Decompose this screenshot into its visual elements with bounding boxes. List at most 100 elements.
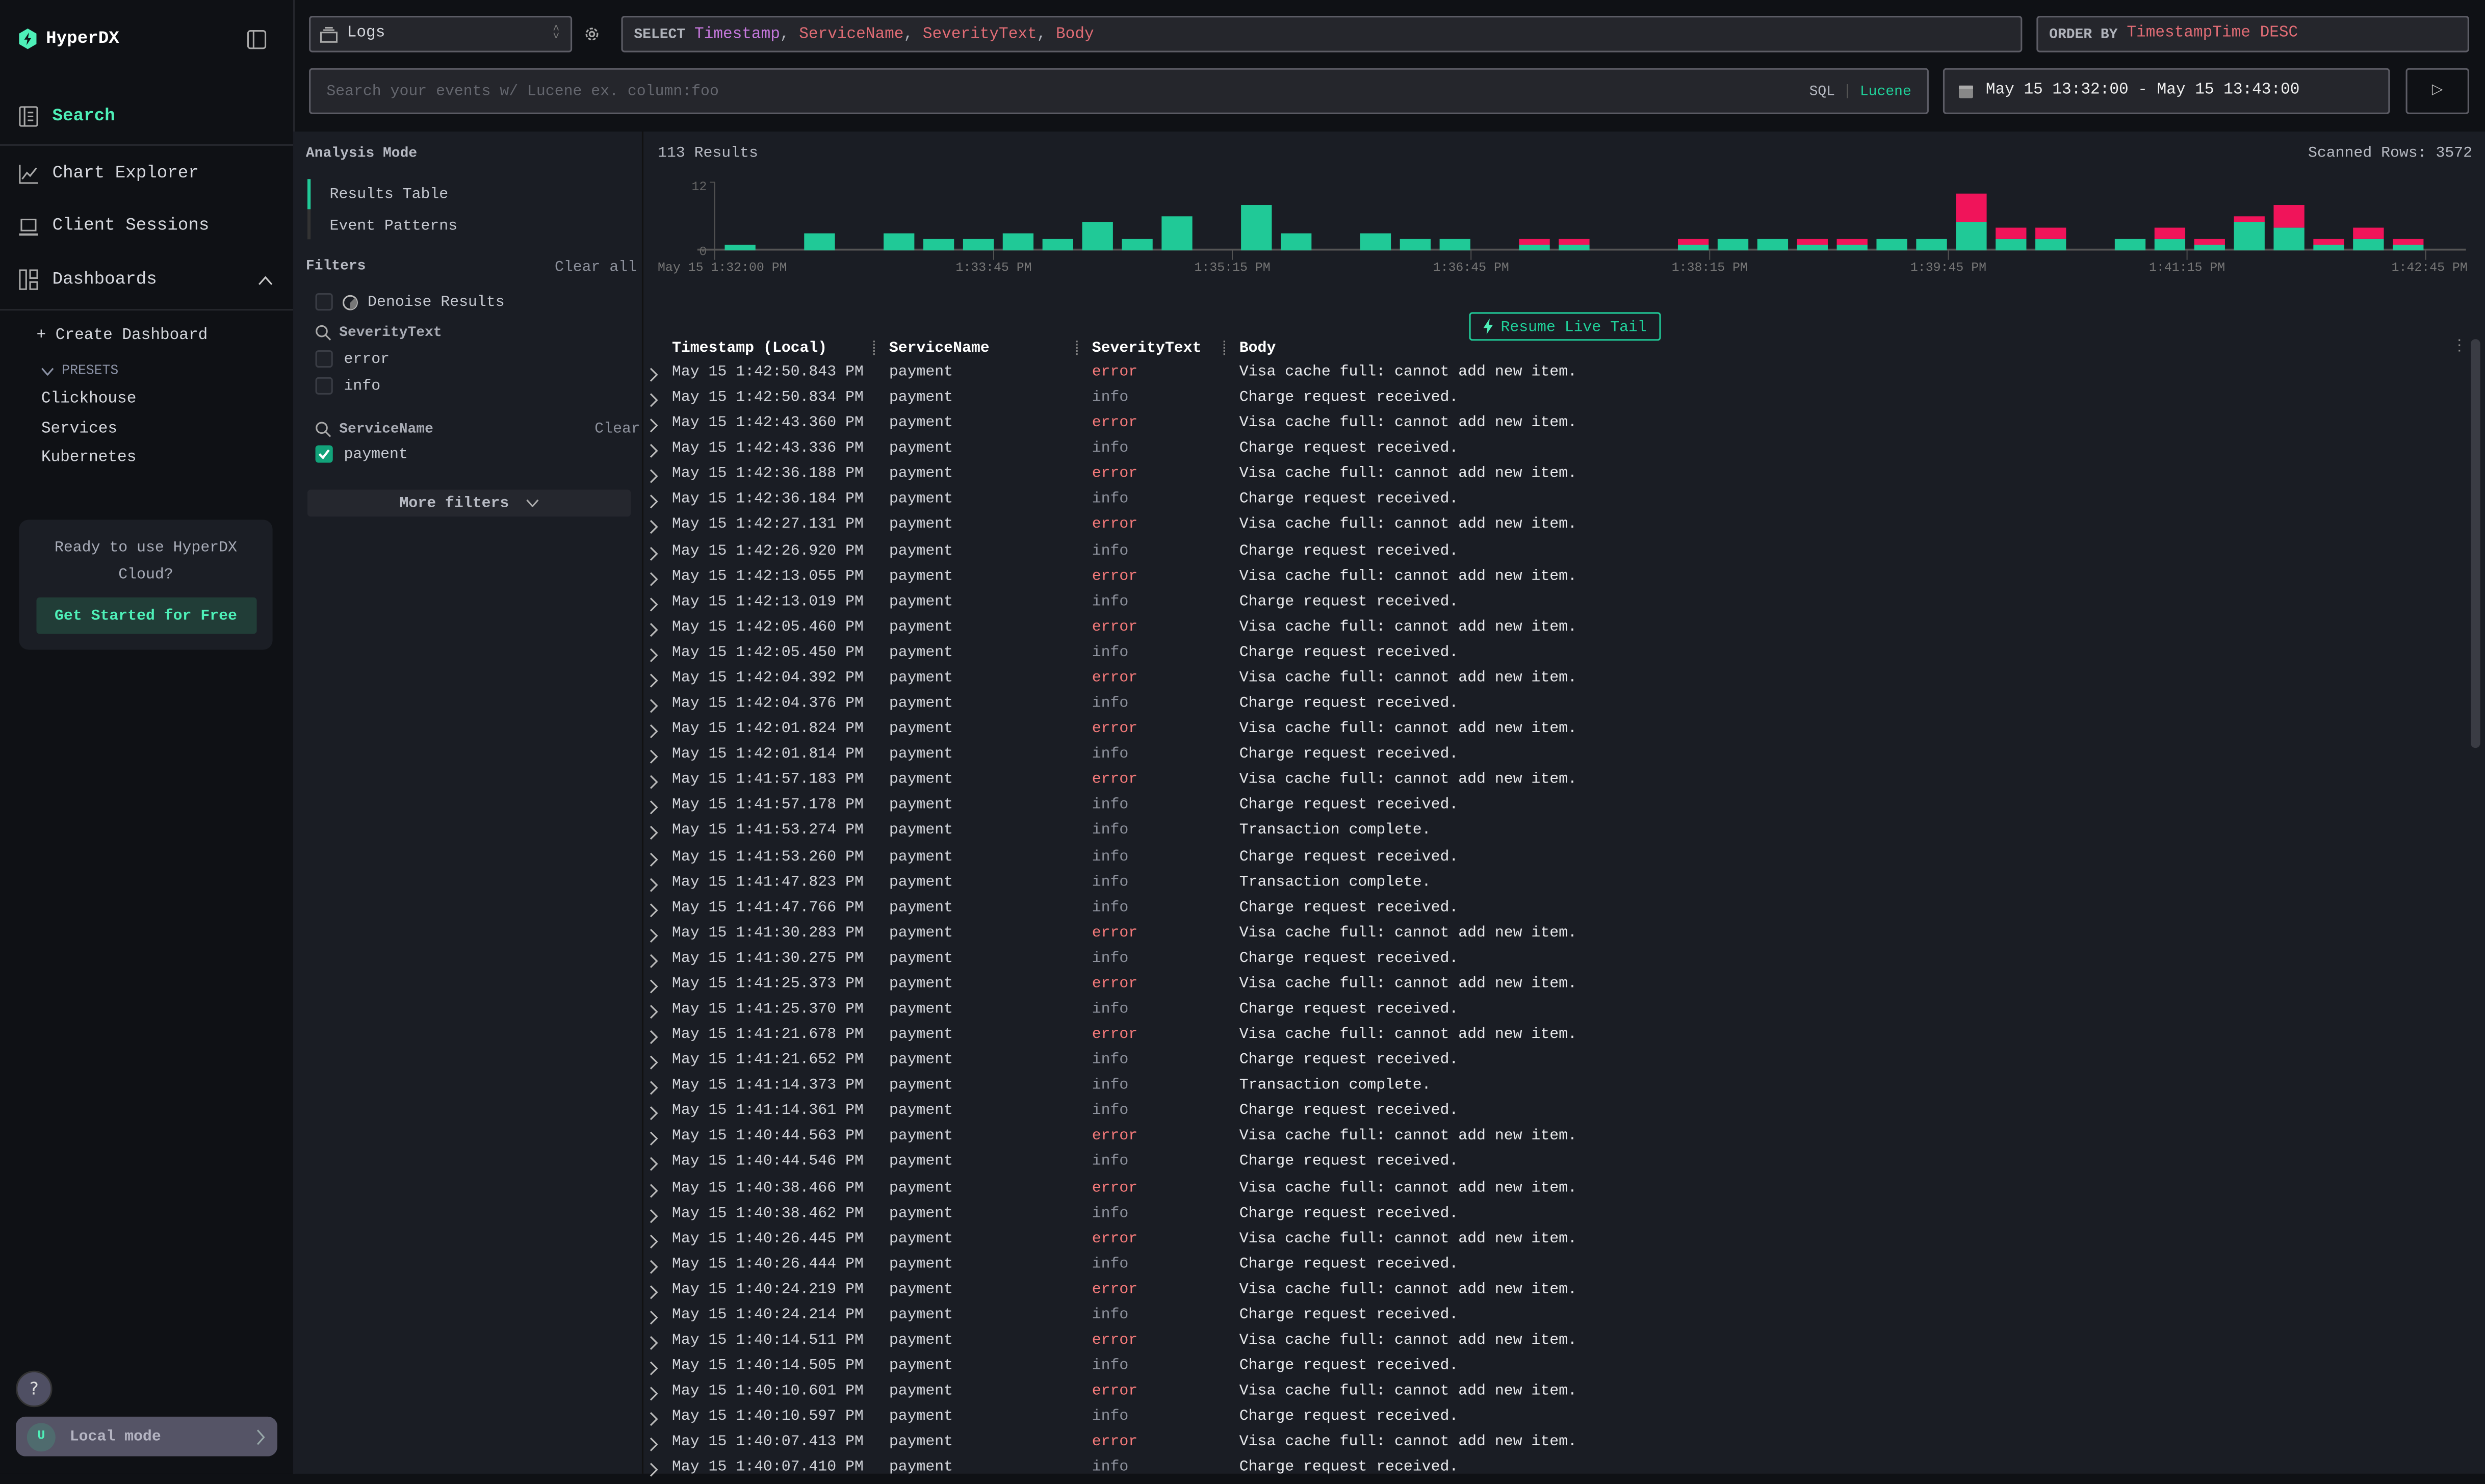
logo[interactable]: HyperDX [19, 28, 119, 49]
table-row[interactable]: May 15 1:40:44.546 PM payment info Charg… [645, 1153, 2468, 1178]
resume-live-tail-button[interactable]: Resume Live Tail [1469, 312, 1661, 341]
table-row[interactable]: May 15 1:42:36.188 PM payment error Visa… [645, 465, 2468, 490]
table-row[interactable]: May 15 1:42:27.131 PM payment error Visa… [645, 516, 2468, 541]
chevron-right-icon[interactable] [650, 699, 658, 713]
table-row[interactable]: May 15 1:40:24.219 PM payment error Visa… [645, 1280, 2468, 1306]
table-row[interactable]: May 15 1:41:21.678 PM payment error Visa… [645, 1025, 2468, 1051]
chevron-right-icon[interactable] [650, 954, 658, 968]
chevron-right-icon[interactable] [650, 1310, 658, 1325]
table-row[interactable]: May 15 1:40:07.413 PM payment error Visa… [645, 1433, 2468, 1459]
filter-group-clear[interactable]: Clear [594, 420, 640, 437]
sidebar-item-client-sessions[interactable]: Client Sessions [19, 217, 209, 236]
chevron-right-icon[interactable] [650, 801, 658, 815]
preset-clickhouse[interactable]: Clickhouse [41, 391, 137, 409]
chevron-right-icon[interactable] [650, 877, 658, 892]
sidebar-item-chart-explorer[interactable]: Chart Explorer [19, 165, 199, 184]
chevron-right-icon[interactable] [650, 1260, 658, 1274]
table-row[interactable]: May 15 1:40:26.444 PM payment info Charg… [645, 1255, 2468, 1280]
histogram-chart[interactable]: 12 0 May 15 1:32:00 PM 1:33:45 PM 1:35:15 PM… [0, 0, 2485, 285]
chevron-up-icon[interactable] [258, 275, 273, 284]
run-query-button[interactable]: ▷ [2405, 68, 2469, 114]
chevron-right-icon[interactable] [650, 852, 658, 866]
chevron-right-icon[interactable] [650, 750, 658, 764]
table-row[interactable]: May 15 1:41:47.766 PM payment info Charg… [645, 898, 2468, 923]
get-started-button[interactable]: Get Started for Free [35, 597, 256, 634]
table-row[interactable]: May 15 1:42:13.055 PM payment error Visa… [645, 567, 2468, 592]
chevron-right-icon[interactable] [650, 1030, 658, 1045]
column-resize-handle[interactable] [1223, 341, 1227, 355]
preset-kubernetes[interactable]: Kubernetes [41, 450, 137, 467]
table-row[interactable]: May 15 1:41:53.274 PM payment info Trans… [645, 822, 2468, 847]
table-row[interactable]: May 15 1:41:57.183 PM payment error Visa… [645, 771, 2468, 796]
table-row[interactable]: May 15 1:41:21.652 PM payment info Charg… [645, 1051, 2468, 1076]
chevron-right-icon[interactable] [650, 546, 658, 560]
table-row[interactable]: May 15 1:42:50.834 PM payment info Charg… [645, 388, 2468, 414]
chevron-right-icon[interactable] [650, 1438, 658, 1452]
table-row[interactable]: May 15 1:40:10.601 PM payment error Visa… [645, 1382, 2468, 1408]
table-row[interactable]: May 15 1:42:26.920 PM payment info Charg… [645, 541, 2468, 567]
denoise-checkbox[interactable] [315, 293, 333, 311]
table-row[interactable]: May 15 1:42:36.184 PM payment info Charg… [645, 490, 2468, 516]
chevron-right-icon[interactable] [650, 1412, 658, 1426]
chevron-right-icon[interactable] [650, 571, 658, 586]
table-row[interactable]: May 15 1:41:47.823 PM payment info Trans… [645, 872, 2468, 898]
chevron-right-icon[interactable] [650, 1081, 658, 1096]
table-row[interactable]: May 15 1:41:14.373 PM payment info Trans… [645, 1076, 2468, 1102]
chevron-right-icon[interactable] [650, 470, 658, 484]
sidebar-toggle-icon[interactable] [247, 30, 267, 49]
filter-checkbox[interactable] [315, 377, 333, 395]
table-row[interactable]: May 15 1:40:38.462 PM payment info Charg… [645, 1204, 2468, 1229]
column-resize-handle[interactable] [873, 341, 876, 355]
chevron-right-icon[interactable] [650, 903, 658, 917]
filter-option[interactable]: info [315, 377, 380, 395]
table-options-icon[interactable]: ⋮ [2451, 337, 2467, 355]
order-by-input[interactable]: ORDER BY TimestampTime DESC [2036, 16, 2469, 53]
table-row[interactable]: May 15 1:40:24.214 PM payment info Charg… [645, 1306, 2468, 1331]
chevron-right-icon[interactable] [650, 1387, 658, 1401]
table-row[interactable]: May 15 1:41:25.373 PM payment error Visa… [645, 974, 2468, 1000]
preset-services[interactable]: Services [41, 421, 118, 439]
table-row[interactable]: May 15 1:42:43.360 PM payment error Visa… [645, 414, 2468, 439]
lang-sql-toggle[interactable]: SQL [1809, 83, 1835, 99]
column-header-severitytext[interactable]: SeverityText [1092, 339, 1202, 357]
table-row[interactable]: May 15 1:42:13.019 PM payment info Charg… [645, 592, 2468, 618]
user-mode-button[interactable]: U Local mode [16, 1416, 277, 1456]
filter-checkbox[interactable] [315, 350, 333, 368]
table-row[interactable]: May 15 1:41:30.283 PM payment error Visa… [645, 923, 2468, 949]
mode-event-patterns[interactable]: Event Patterns [329, 217, 458, 235]
filter-option[interactable]: payment [315, 445, 408, 463]
table-row[interactable]: May 15 1:42:50.843 PM payment error Visa… [645, 363, 2468, 388]
chevron-right-icon[interactable] [650, 1234, 658, 1248]
table-row[interactable]: May 15 1:42:01.814 PM payment info Charg… [645, 745, 2468, 771]
table-row[interactable]: May 15 1:42:04.392 PM payment error Visa… [645, 669, 2468, 694]
help-button[interactable]: ? [16, 1370, 53, 1408]
table-row[interactable]: May 15 1:40:14.505 PM payment info Charg… [645, 1357, 2468, 1382]
chevron-right-icon[interactable] [650, 444, 658, 458]
table-row[interactable]: May 15 1:40:38.466 PM payment error Visa… [645, 1178, 2468, 1204]
table-row[interactable]: May 15 1:41:14.361 PM payment info Charg… [645, 1102, 2468, 1127]
chevron-right-icon[interactable] [650, 368, 658, 382]
chevron-right-icon[interactable] [650, 1463, 658, 1477]
chevron-right-icon[interactable] [650, 1005, 658, 1019]
chevron-right-icon[interactable] [650, 597, 658, 611]
time-range-picker[interactable]: May 15 13:32:00 - May 15 13:43:00 [1943, 68, 2390, 114]
chevron-right-icon[interactable] [650, 775, 658, 790]
table-row[interactable]: May 15 1:42:05.450 PM payment info Charg… [645, 643, 2468, 669]
select-input[interactable]: SELECT Timestamp, ServiceName, SeverityT… [621, 16, 2023, 53]
chevron-right-icon[interactable] [650, 419, 658, 433]
table-row[interactable]: May 15 1:41:53.260 PM payment info Charg… [645, 847, 2468, 872]
column-header-timestamp[interactable]: Timestamp (Local) [671, 339, 827, 357]
clear-all-button[interactable]: Clear all [554, 258, 637, 276]
table-row[interactable]: May 15 1:40:07.410 PM payment info Charg… [645, 1459, 2468, 1484]
table-row[interactable]: May 15 1:40:14.511 PM payment error Visa… [645, 1331, 2468, 1357]
chevron-right-icon[interactable] [650, 979, 658, 994]
chevron-right-icon[interactable] [650, 673, 658, 688]
table-row[interactable]: May 15 1:40:26.445 PM payment error Visa… [645, 1229, 2468, 1255]
table-row[interactable]: May 15 1:41:25.370 PM payment info Charg… [645, 1000, 2468, 1025]
lang-lucene-toggle[interactable]: Lucene [1859, 83, 1911, 99]
more-filters-button[interactable]: More filters [307, 489, 631, 517]
search-input[interactable]: Search your events w/ Lucene ex. column:… [309, 68, 1929, 114]
filter-checkbox[interactable] [315, 445, 333, 463]
table-row[interactable]: May 15 1:42:43.336 PM payment info Charg… [645, 439, 2468, 465]
column-header-servicename[interactable]: ServiceName [889, 339, 990, 357]
